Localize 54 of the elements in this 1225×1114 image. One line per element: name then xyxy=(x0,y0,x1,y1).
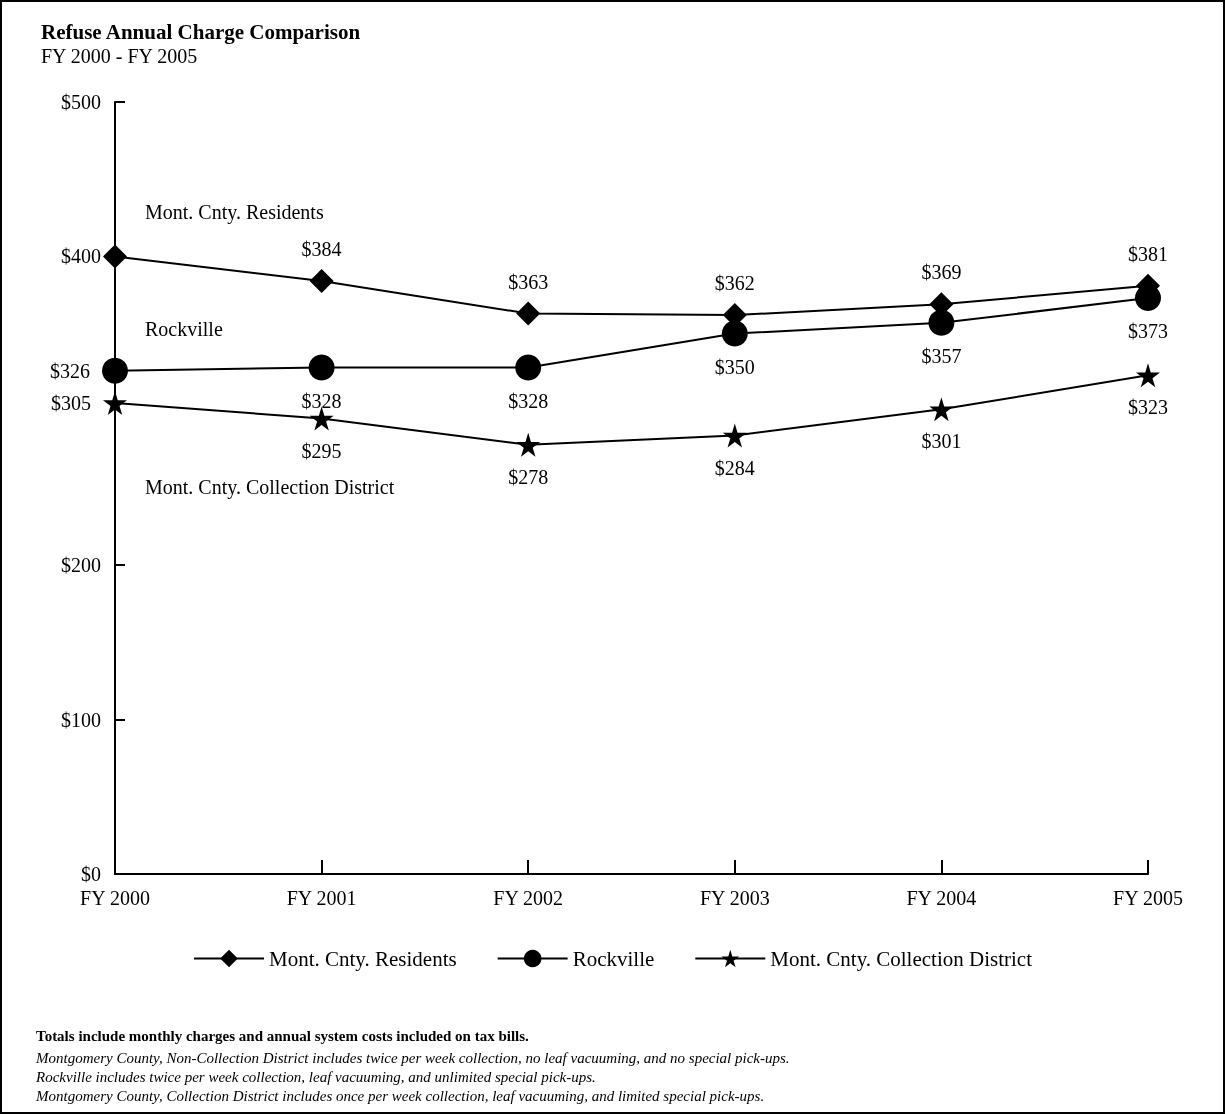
point xyxy=(1135,285,1161,312)
point xyxy=(929,397,954,422)
point xyxy=(928,309,955,336)
x-tick-label: FY 2001 xyxy=(286,887,357,909)
data-label: $384 xyxy=(301,238,342,261)
chart-subtitle: FY 2000 - FY 2005 xyxy=(41,45,198,67)
text: Rockville includes twice per week collection, leaf vacuuming, and unlimited special pick-ups. xyxy=(35,1068,596,1085)
data-label: $305 xyxy=(51,392,91,415)
legend-label: Mont. Cnty. Collection District xyxy=(770,946,1033,971)
data-label: $328 xyxy=(301,389,342,412)
data-label: $301 xyxy=(921,430,962,453)
y-tick-label: $500 xyxy=(61,91,101,113)
data-label: $326 xyxy=(50,359,90,382)
point xyxy=(721,320,748,347)
data-label: $381 xyxy=(1128,242,1168,265)
point xyxy=(308,354,335,381)
point xyxy=(516,301,541,326)
legend-label: Mont. Cnty. Residents xyxy=(269,946,457,971)
point xyxy=(309,269,334,294)
data-label: $284 xyxy=(714,456,755,479)
point xyxy=(722,423,747,448)
data-label: $328 xyxy=(508,389,549,412)
text: Montgomery County, Collection District includes once per week collection, leaf vacuuming, and limited special pick-ups. xyxy=(35,1087,765,1104)
x-tick-label: FY 2000 xyxy=(80,887,150,909)
text: Montgomery County, Non-Collection District includes twice per week collection, no leaf vacuuming, and no special pick-ups. xyxy=(35,1049,790,1066)
data-label: $363 xyxy=(508,270,549,293)
data-label: $357 xyxy=(921,344,962,367)
annotation: Mont. Cnty. Collection District xyxy=(145,476,395,500)
data-label: $373 xyxy=(1128,320,1168,343)
x-tick-label: FY 2002 xyxy=(493,887,564,909)
chart-title: Refuse Annual Charge Comparison xyxy=(41,19,361,44)
x-tick-label: FY 2004 xyxy=(906,887,977,909)
y-tick-label: $400 xyxy=(61,245,101,268)
point xyxy=(516,432,541,457)
data-label: $295 xyxy=(301,439,342,462)
data-label: $278 xyxy=(508,465,549,488)
x-tick-label: FY 2005 xyxy=(1113,887,1183,909)
y-tick-label: $0 xyxy=(81,863,101,885)
data-label: $350 xyxy=(714,355,755,378)
text: Totals include monthly charges and annual system costs included on tax bills. xyxy=(36,1027,530,1044)
point xyxy=(515,354,542,381)
annotation: Mont. Cnty. Residents xyxy=(145,201,324,225)
data-label: $323 xyxy=(1128,396,1168,419)
point xyxy=(103,244,127,269)
point xyxy=(1136,363,1160,388)
y-tick-label: $100 xyxy=(61,708,101,731)
data-label: $369 xyxy=(921,261,962,284)
data-label: $362 xyxy=(714,272,755,295)
legend-label: Rockville xyxy=(572,946,655,971)
point xyxy=(103,391,127,416)
annotation: Rockville xyxy=(145,317,223,340)
x-tick-label: FY 2003 xyxy=(699,887,770,909)
y-tick-label: $200 xyxy=(61,554,101,577)
point xyxy=(102,357,128,384)
